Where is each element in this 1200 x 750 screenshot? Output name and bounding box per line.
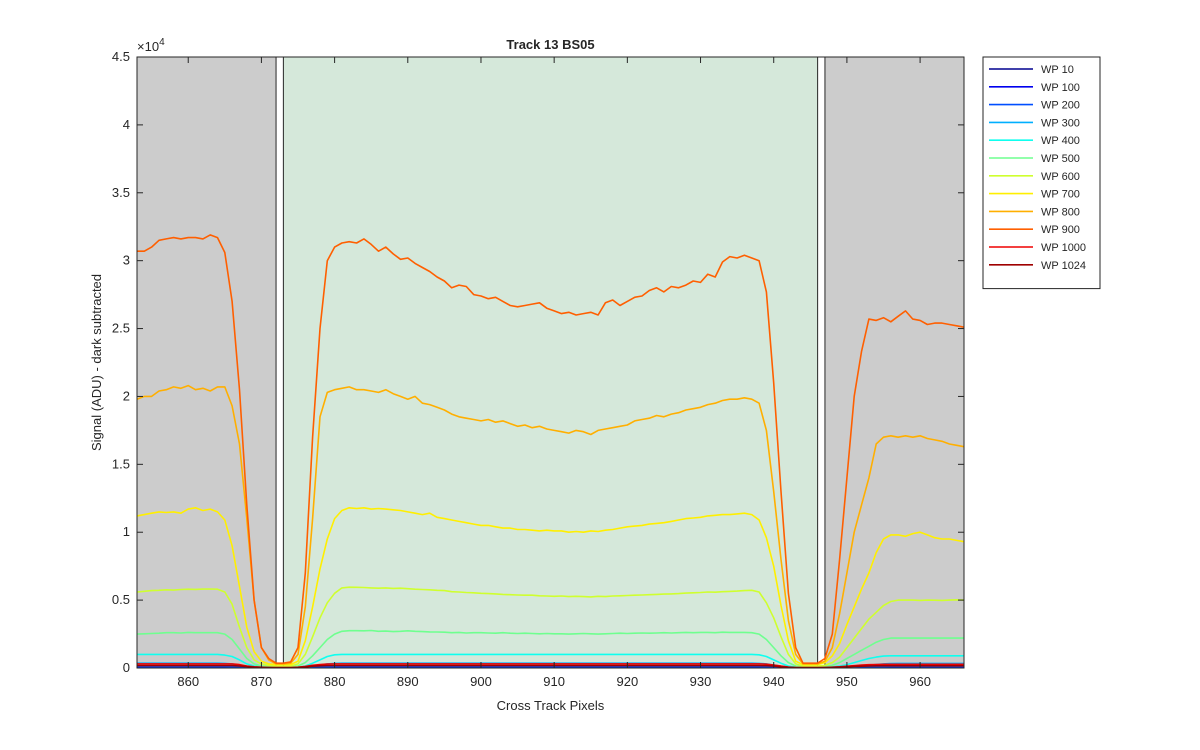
chart-title: Track 13 BS05 (506, 37, 594, 52)
series-line-wp-900 (137, 234, 965, 665)
legend-entry-label: WP 700 (1041, 189, 1080, 201)
region-active (283, 57, 818, 668)
x-tick-label: 910 (543, 674, 565, 689)
y-tick-label: 4 (123, 117, 130, 132)
shaded-regions (137, 56, 964, 669)
legend-entry-label: WP 800 (1041, 206, 1080, 218)
y-tick-label: 2.5 (112, 321, 130, 336)
y-exponent-power: 4 (159, 37, 165, 48)
legend-entry-label: WP 1000 (1041, 242, 1086, 254)
plot-area-frame (136, 56, 965, 669)
x-tick-label: 950 (836, 674, 858, 689)
legend-entry-label: WP 900 (1041, 224, 1080, 236)
y-tick-label: 2 (123, 388, 130, 403)
legend-entry-label: WP 600 (1041, 171, 1080, 183)
legend-entry-label: WP 200 (1041, 100, 1080, 112)
x-tick-label: 890 (397, 674, 419, 689)
x-tick-label: 860 (177, 674, 199, 689)
y-tick-label: 4.5 (112, 49, 130, 64)
x-tick-label: 870 (251, 674, 273, 689)
region-gap-left (276, 57, 284, 668)
legend-entry-label: WP 10 (1041, 64, 1074, 76)
y-tick-label: 1.5 (112, 456, 130, 471)
x-tick-label: 960 (909, 674, 931, 689)
x-axis: 860 870 880 890 900 910 920 930 940 950 960 (177, 57, 931, 689)
x-tick-label: 930 (690, 674, 712, 689)
y-tick-label: 0 (123, 660, 130, 675)
legend-entry-label: WP 300 (1041, 117, 1080, 129)
legend-entry-label: WP 1024 (1041, 260, 1086, 272)
x-axis-label: Cross Track Pixels (497, 698, 605, 713)
x-tick-label: 940 (763, 674, 785, 689)
y-tick-label: 3.5 (112, 185, 130, 200)
legend-box (982, 56, 1101, 290)
region-masked-left (137, 57, 277, 668)
y-tick-label: 0.5 (112, 592, 130, 607)
legend-entry-label: WP 500 (1041, 153, 1080, 165)
series-line-wp-600 (136, 586, 965, 667)
legend: WP 10 WP 100 WP 200 WP 300 WP 400 WP 500 WP 60… (982, 56, 1101, 290)
region-gap-right (817, 57, 825, 668)
y-tick-label: 3 (123, 253, 130, 268)
y-axis-label: Signal (ADU) - dark subtracted (89, 274, 104, 451)
x-tick-label: 920 (616, 674, 638, 689)
y-tick-label: 1 (123, 524, 130, 539)
x-tick-label: 900 (470, 674, 492, 689)
y-axis: 0 0.5 1 1.5 2 2.5 3 3.5 4 4.5 (112, 49, 964, 675)
y-exponent-base: ×10 (137, 39, 159, 54)
legend-entry-label: WP 100 (1041, 82, 1080, 94)
series-line-wp-700 (136, 506, 965, 666)
legend-entry-label: WP 400 (1041, 135, 1080, 147)
y-axis-exponent: ×104 (137, 37, 165, 54)
x-tick-label: 880 (324, 674, 346, 689)
